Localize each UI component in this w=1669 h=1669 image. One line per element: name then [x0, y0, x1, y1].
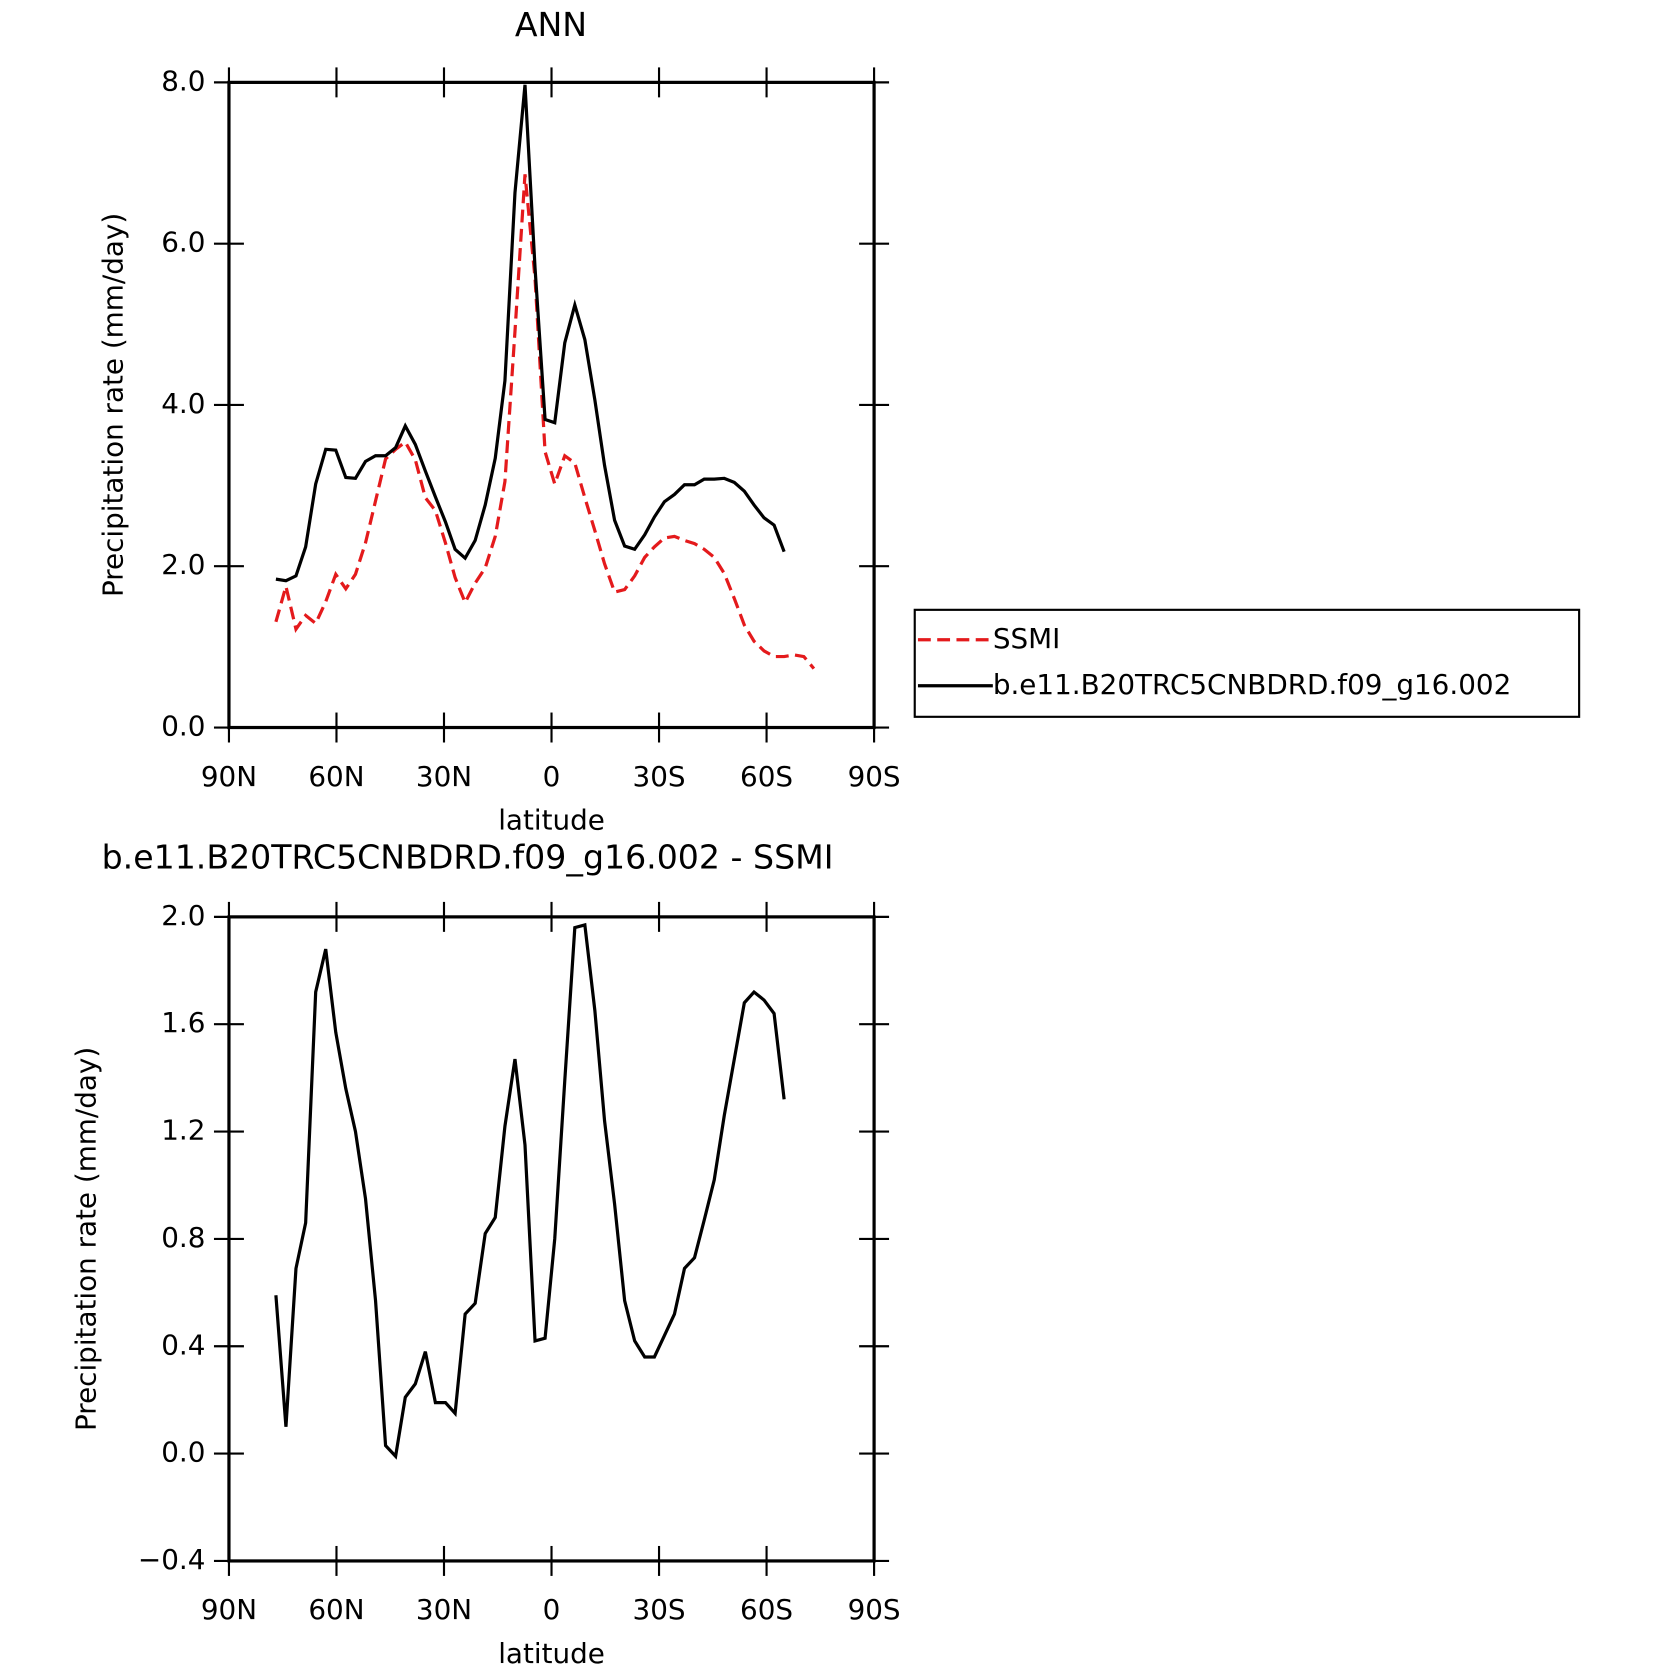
x-tick-label: 0: [543, 1593, 561, 1626]
legend-label: SSMI: [993, 622, 1060, 655]
x-tick-label: 90S: [848, 1593, 901, 1626]
y-tick-label: 0.0: [161, 710, 205, 743]
y-tick-label: 1.2: [161, 1114, 205, 1147]
y-tick-label: 8.0: [161, 64, 205, 97]
x-tick-label: 90N: [201, 1593, 257, 1626]
data-line: [274, 922, 786, 1460]
y-tick-label: 2.0: [161, 899, 205, 932]
x-tick-label: 60S: [740, 760, 793, 793]
x-tick-label: 60N: [308, 1593, 364, 1626]
x-axis-label: latitude: [498, 804, 605, 837]
x-axis-label: latitude: [498, 1637, 605, 1669]
x-tick-label: 90N: [201, 760, 257, 793]
x-tick-label: 0: [543, 760, 561, 793]
x-tick-label: 90S: [848, 760, 901, 793]
y-tick-label: 0.4: [161, 1328, 205, 1361]
legend-box: [913, 608, 1581, 718]
x-tick-label: 60N: [308, 760, 364, 793]
y-tick-label: 6.0: [161, 226, 205, 259]
x-tick-label: 60S: [740, 1593, 793, 1626]
x-tick-label: 30N: [416, 1593, 472, 1626]
y-axis-label: Precipitation rate (mm/day): [96, 213, 129, 597]
legend-label: b.e11.B20TRC5CNBDRD.f09_g16.002: [993, 668, 1511, 701]
y-tick-label: 2.0: [161, 548, 205, 581]
data-line: [275, 84, 786, 583]
y-tick-label: −0.4: [138, 1543, 206, 1576]
plot-frame: [227, 915, 876, 1563]
y-tick-label: 0.8: [161, 1221, 205, 1254]
x-tick-label: 30S: [633, 760, 686, 793]
y-tick-label: 0.0: [161, 1436, 205, 1469]
chart-title: ANN: [515, 5, 587, 44]
x-tick-label: 30S: [633, 1593, 686, 1626]
plot-frame: [227, 80, 876, 730]
y-axis-label: Precipitation rate (mm/day): [70, 1047, 103, 1431]
chart-title: b.e11.B20TRC5CNBDRD.f09_g16.002 - SSMI: [102, 838, 834, 877]
x-tick-label: 30N: [416, 760, 472, 793]
y-tick-label: 4.0: [161, 387, 205, 420]
y-tick-label: 1.6: [161, 1006, 205, 1039]
data-line: [274, 174, 816, 670]
